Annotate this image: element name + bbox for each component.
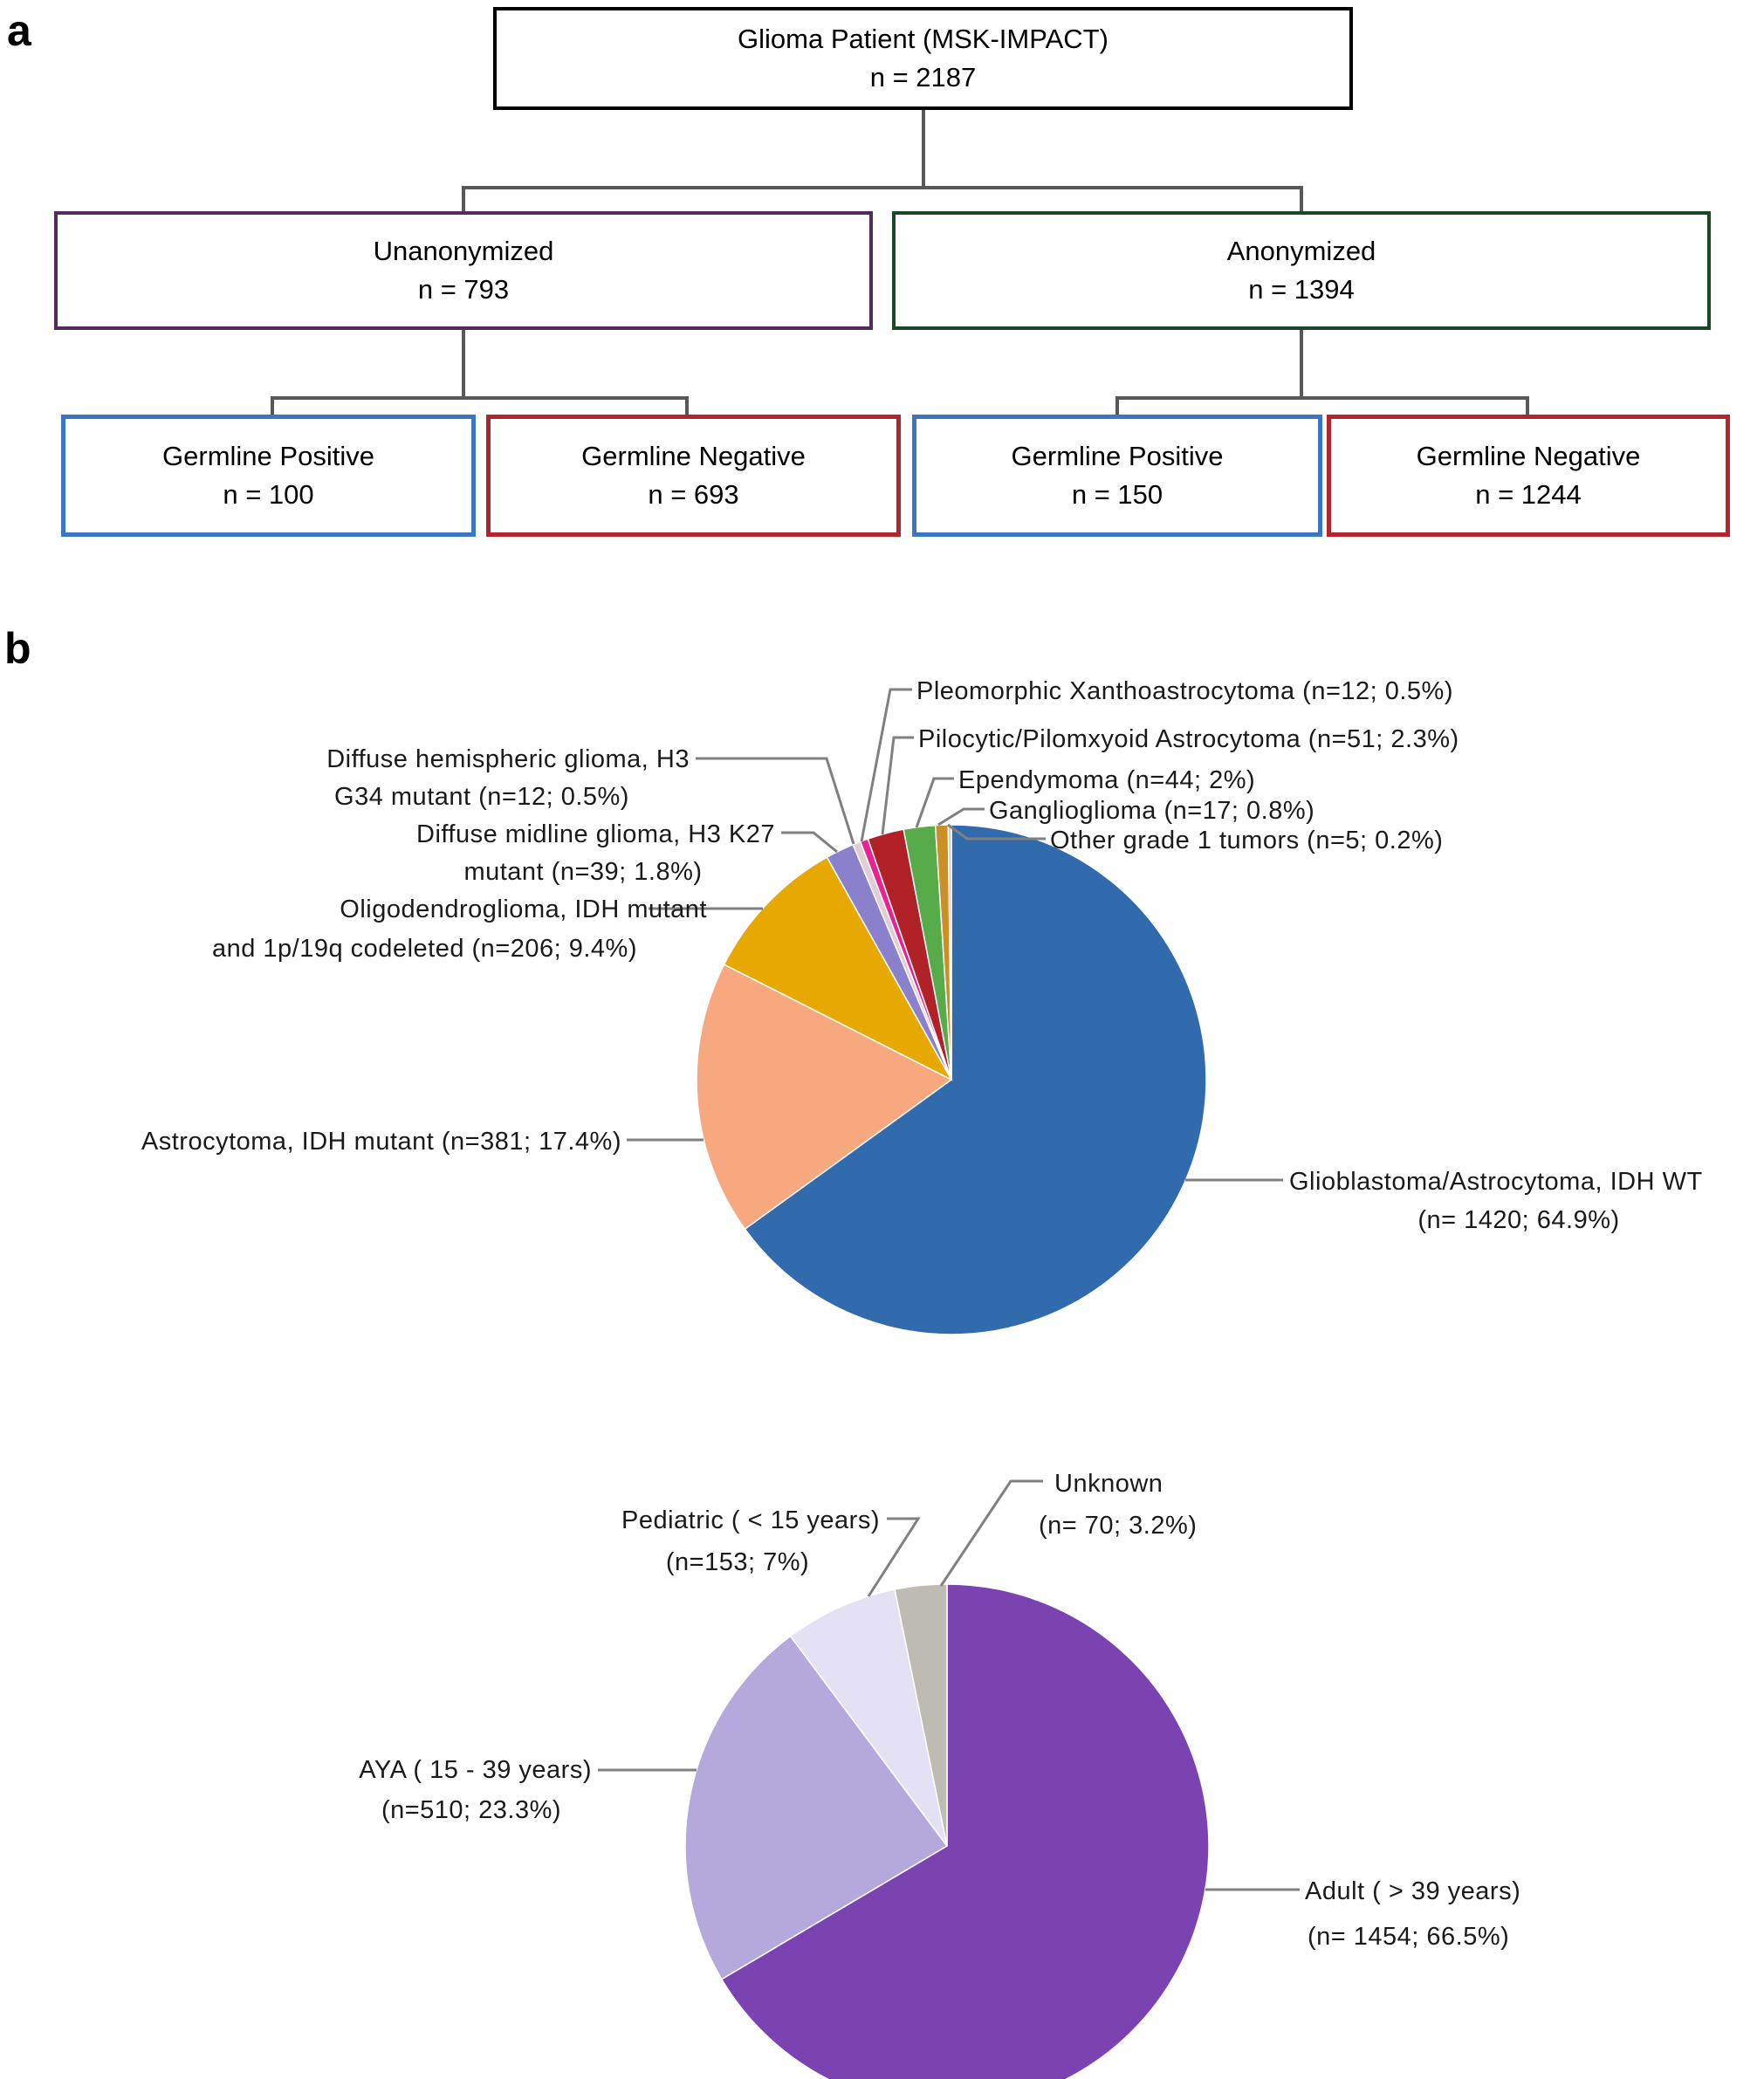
leader-line-other-grade1 xyxy=(947,823,1046,841)
label-h3-g34-line2: G34 mutant (n=12; 0.5%) xyxy=(334,783,629,811)
germline-negative-count: n = 1244 xyxy=(1475,479,1582,510)
label-h3-k27-line2: mutant (n=39; 1.8%) xyxy=(463,858,703,886)
germline-positive-title: Germline Positive xyxy=(1011,441,1224,471)
germline-negative-title: Germline Negative xyxy=(581,441,806,471)
label-h3-g34-line1: Diffuse hemispheric glioma, H3 xyxy=(326,745,690,773)
pie-slice-adult xyxy=(720,1583,1210,2079)
leader-lines xyxy=(598,688,1300,1891)
label-oligodendroglioma-line1: Oligodendroglioma, IDH mutant xyxy=(340,895,707,923)
germline-negative-title: Germline Negative xyxy=(1416,441,1641,471)
label-pleomorphic-xanthoastrocytoma: Pleomorphic Xanthoastrocytoma (n=12; 0.5… xyxy=(916,677,1454,705)
germline-positive-count: n = 100 xyxy=(223,479,314,510)
label-h3-k27-line1: Diffuse midline glioma, H3 K27 xyxy=(416,820,775,848)
label-pilocytic-pilomxyoid-astrocytoma: Pilocytic/Pilomxyoid Astrocytoma (n=51; … xyxy=(918,725,1459,753)
panel-b-label: b xyxy=(4,624,31,673)
label-adult-line1: Adult ( > 39 years) xyxy=(1305,1877,1521,1905)
flowchart-box-unanon-germline-positive: Germline Positive n = 100 xyxy=(61,415,476,537)
flowchart-box-root-count: n = 2187 xyxy=(869,62,977,93)
leader-line-pediatric xyxy=(867,1517,921,1597)
label-oligodendroglioma-line2: and 1p/19q codeleted (n=206; 9.4%) xyxy=(211,935,637,963)
label-astrocytoma-idh-mutant: Astrocytoma, IDH mutant (n=381; 17.4%) xyxy=(141,1128,621,1156)
flowchart-box-root: Glioma Patient (MSK-IMPACT) n = 2187 xyxy=(493,7,1353,110)
germline-positive-count: n = 150 xyxy=(1071,479,1163,510)
germline-positive-title: Germline Positive xyxy=(162,441,374,471)
leader-line-h3-g34 xyxy=(696,757,855,845)
pie-slice-unknown xyxy=(894,1583,948,1847)
label-pediatric-line1: Pediatric ( < 15 years) xyxy=(621,1506,880,1534)
label-glioblastoma-line2: (n= 1420; 64.9%) xyxy=(1417,1206,1620,1234)
flowchart-box-anonymized: Anonymized n = 1394 xyxy=(892,211,1711,330)
leader-line-h3-k27 xyxy=(781,831,838,854)
pie-slice-aya xyxy=(684,1635,949,1980)
germline-negative-count: n = 693 xyxy=(648,479,739,510)
flowchart-box-anonymized-title: Anonymized xyxy=(1226,236,1376,266)
flowchart-box-anon-germline-positive: Germline Positive n = 150 xyxy=(912,415,1322,537)
connector-line xyxy=(271,396,689,415)
leader-line-pilocytic xyxy=(881,736,914,835)
flowchart-box-anonymized-count: n = 1394 xyxy=(1248,274,1355,305)
label-adult-line2: (n= 1454; 66.5%) xyxy=(1308,1923,1510,1951)
pie-slice-glioblastoma-idh-wt xyxy=(744,824,1207,1335)
leader-line-unknown xyxy=(939,1479,1043,1587)
flowchart-box-unanonymized: Unanonymized n = 793 xyxy=(54,211,873,330)
leader-line-ependymoma xyxy=(915,777,954,828)
flowchart-box-anon-germline-negative: Germline Negative n = 1244 xyxy=(1327,415,1730,537)
flowchart-box-unanonymized-title: Unanonymized xyxy=(373,236,554,266)
flowchart-box-unanon-germline-negative: Germline Negative n = 693 xyxy=(486,415,901,537)
leader-line-pleomorphic xyxy=(860,688,912,842)
label-unknown-line2: (n= 70; 3.2%) xyxy=(1039,1512,1198,1540)
label-aya-line1: AYA ( 15 - 39 years) xyxy=(359,1756,592,1784)
label-other-grade-1-tumors: Other grade 1 tumors (n=5; 0.2%) xyxy=(1050,827,1444,854)
flowchart-box-unanonymized-count: n = 793 xyxy=(417,274,510,305)
label-ganglioglioma: Ganglioglioma (n=17; 0.8%) xyxy=(989,797,1315,825)
label-ependymoma: Ependymoma (n=44; 2%) xyxy=(958,766,1256,794)
label-unknown-line1: Unknown xyxy=(1054,1470,1163,1498)
pie-slice-pediatric xyxy=(789,1588,948,1847)
label-aya-line2: (n=510; 23.3%) xyxy=(381,1796,562,1824)
subtype-pie-chart xyxy=(696,824,1207,1335)
age-pie-chart xyxy=(684,1583,1210,2079)
label-glioblastoma-line1: Glioblastoma/Astrocytoma, IDH WT xyxy=(1289,1168,1703,1196)
flowchart-box-root-title: Glioma Patient (MSK-IMPACT) xyxy=(738,24,1109,54)
label-pediatric-line2: (n=153; 7%) xyxy=(665,1548,810,1576)
leader-line-ganglioglioma xyxy=(937,807,985,827)
connector-line xyxy=(1115,396,1529,415)
panel-a-label: a xyxy=(7,6,31,55)
connector-line xyxy=(462,186,1303,211)
pie-slice-astrocytoma-idh-mutant xyxy=(696,964,953,1231)
flowchart-connectors xyxy=(271,110,1529,415)
pie-slice-oligodendroglioma-idh-mutant xyxy=(723,856,953,1081)
